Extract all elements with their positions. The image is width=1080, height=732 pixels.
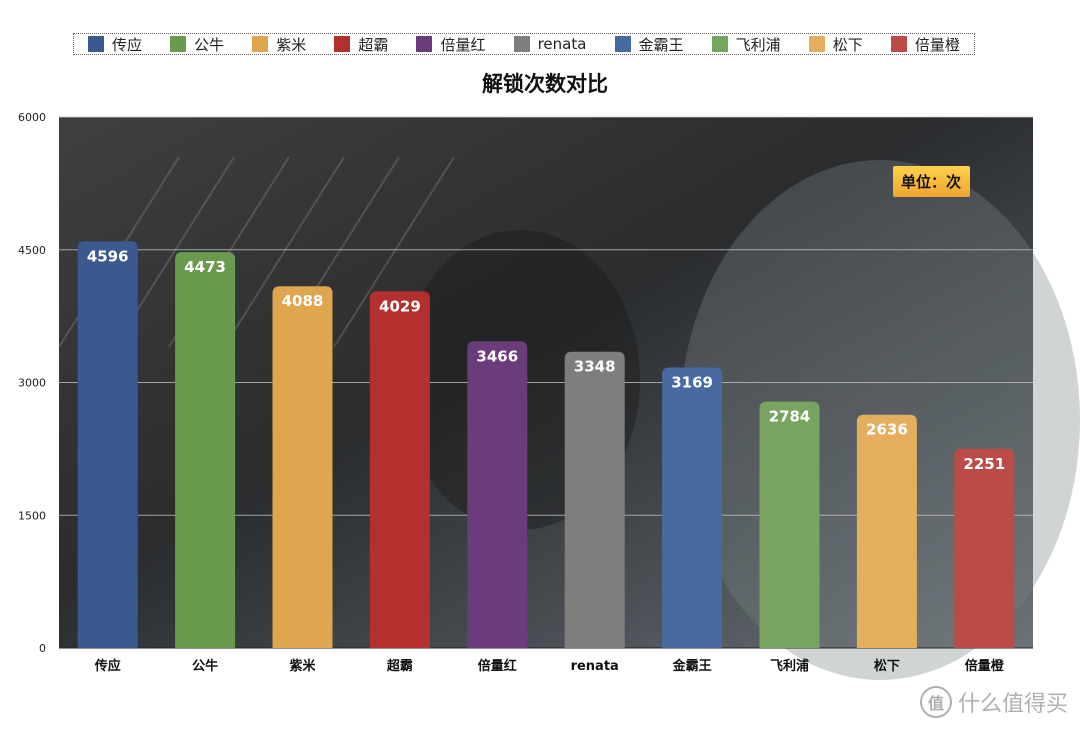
legend-swatch — [252, 36, 269, 52]
unit-badge-label: 单位：次 — [901, 173, 961, 191]
x-tick-label: 传应 — [94, 658, 121, 674]
bar — [564, 351, 625, 648]
y-tick-label: 4500 — [18, 244, 46, 257]
legend-item: 松下 — [808, 34, 863, 55]
legend-item: 飞利浦 — [711, 34, 781, 55]
x-tick-label: 超霸 — [387, 658, 413, 674]
legend-label: 公牛 — [194, 35, 225, 54]
bar-value-label: 3348 — [574, 358, 616, 376]
bar — [467, 341, 528, 648]
bars: 4596 4473 4088 4029 3466 3348 3169 2784 2636 2251 — [77, 241, 1015, 648]
chart-title: 解锁次数对比 — [482, 72, 608, 96]
legend-label: 传应 — [112, 35, 143, 54]
bar-value-label: 4596 — [87, 247, 129, 265]
legend-swatch — [334, 36, 351, 52]
legend-item: 公牛 — [170, 34, 224, 55]
x-tick-label: 松下 — [874, 658, 900, 674]
bar-value-label: 2636 — [866, 421, 908, 439]
backdrop-stripe — [223, 156, 345, 348]
watermark-text: 什么值得买 — [957, 692, 1068, 717]
chart-legend: 传应 公牛 紫米 超霸 倍量红 renata 金霸王 飞利浦 松下 倍量橙 — [73, 33, 975, 55]
legend-label: renata — [537, 35, 587, 53]
x-tick-label: 倍量橙 — [965, 658, 1005, 674]
legend-label: 飞利浦 — [735, 35, 781, 54]
legend-item: renata — [513, 35, 587, 53]
bar — [369, 291, 430, 648]
watermark: 值 什么值得买 — [919, 686, 1068, 718]
bar-value-label: 2251 — [963, 455, 1005, 473]
legend-label: 松下 — [832, 35, 863, 54]
legend-item: 传应 — [88, 34, 142, 55]
legend-swatch — [614, 36, 631, 52]
legend-swatch — [416, 36, 433, 52]
legend-item: 紫米 — [252, 34, 306, 55]
legend-label: 金霸王 — [638, 35, 684, 54]
bar — [856, 414, 917, 648]
legend-label: 超霸 — [358, 35, 389, 54]
bar — [954, 448, 1015, 648]
x-tick-label: 倍量红 — [478, 658, 517, 674]
y-tick-label: 1500 — [18, 509, 46, 522]
legend-label: 紫米 — [276, 35, 307, 54]
bar — [662, 367, 723, 648]
bar — [77, 241, 138, 648]
legend-label: 倍量橙 — [914, 35, 960, 54]
y-tick-label: 0 — [39, 642, 46, 655]
legend-swatch — [513, 36, 530, 52]
legend-swatch — [808, 36, 825, 52]
bar-value-label: 3466 — [476, 347, 518, 365]
bar-value-label: 4029 — [379, 297, 421, 315]
bar — [759, 401, 820, 648]
bar — [175, 252, 236, 648]
x-tick-label: renata — [571, 659, 619, 674]
bar-value-label: 2784 — [769, 408, 811, 426]
legend-swatch — [711, 36, 728, 52]
x-tick-label: 金霸王 — [672, 658, 712, 674]
bar-value-label: 3169 — [671, 374, 713, 392]
bar-value-label: 4088 — [282, 292, 324, 310]
watermark-logo-icon: 值 — [919, 686, 952, 718]
legend-label: 倍量红 — [440, 35, 486, 54]
legend-swatch — [890, 36, 907, 52]
x-tick-label: 紫米 — [289, 658, 316, 674]
y-tick-label: 3000 — [18, 377, 46, 390]
backdrop-stripe — [333, 156, 455, 348]
legend-item: 超霸 — [334, 34, 388, 55]
legend-item: 倍量红 — [416, 34, 486, 55]
legend-item: 倍量橙 — [890, 34, 960, 55]
legend-swatch — [88, 36, 105, 52]
unit-badge-box — [893, 166, 970, 197]
y-tick-label: 6000 — [18, 111, 46, 124]
bar-value-label: 4473 — [184, 258, 226, 276]
legend-swatch — [170, 36, 187, 52]
unit-badge: 单位：次 — [893, 166, 970, 197]
bar — [272, 286, 333, 648]
x-axis: 传应 公牛 紫米 超霸 倍量红 renata 金霸王 飞利浦 松下 倍量橙 — [94, 658, 1005, 674]
x-tick-label: 飞利浦 — [770, 658, 809, 674]
x-tick-label: 公牛 — [192, 658, 218, 674]
legend-item: 金霸王 — [614, 34, 684, 55]
